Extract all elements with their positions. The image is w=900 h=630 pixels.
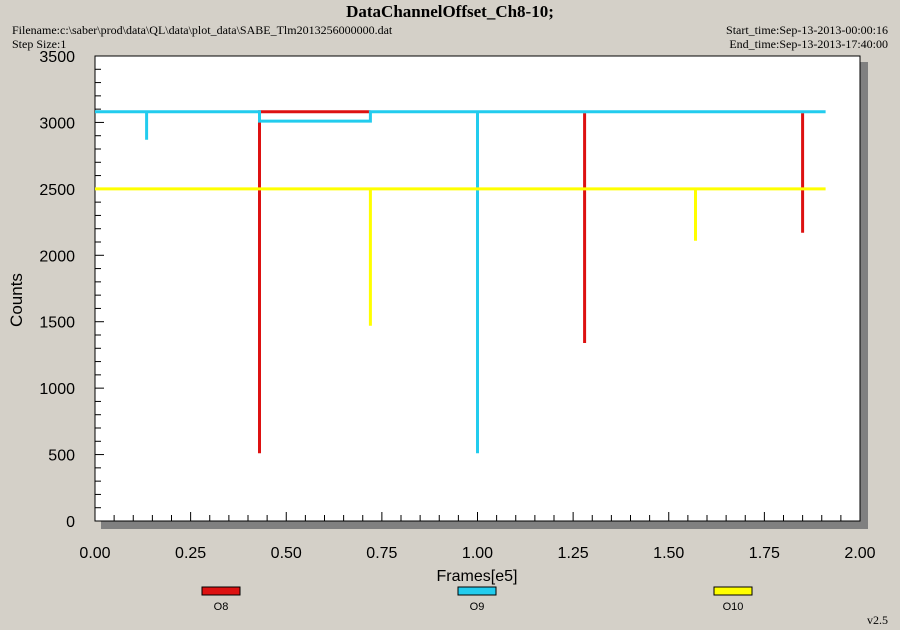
legend-swatch-o9 [457, 586, 497, 596]
y-tick-label: 500 [48, 448, 75, 465]
filename-label: Filename:c:\saber\prod\data\QL\data\plot… [12, 23, 393, 37]
x-axis-label: Frames[e5] [437, 568, 518, 585]
x-tick-label: 1.25 [558, 545, 589, 562]
legend-label-o10: O10 [723, 601, 744, 613]
end-time-label: End_time:Sep-13-2013-17:40:00 [729, 37, 888, 51]
x-tick-label: 0.75 [366, 545, 397, 562]
y-tick-label: 0 [66, 514, 75, 531]
series-line-o9 [95, 110, 826, 454]
y-tick-label: 3500 [39, 49, 75, 66]
y-tick-label: 2500 [39, 182, 75, 199]
x-tick-label: 1.50 [653, 545, 684, 562]
step-size-label: Step Size:1 [12, 37, 67, 51]
chart-title: DataChannelOffset_Ch8-10; [346, 2, 554, 21]
series-line-o8 [258, 110, 805, 454]
x-tick-label: 0.25 [175, 545, 206, 562]
series-line-o10 [95, 187, 826, 326]
y-tick-label: 2000 [39, 248, 75, 265]
x-tick-label: 0.00 [79, 545, 110, 562]
x-tick-label: 1.00 [462, 545, 493, 562]
legend-swatch-o8 [201, 586, 241, 596]
legend-label-o9: O9 [470, 601, 485, 613]
y-tick-label: 3000 [39, 115, 75, 132]
version-label: v2.5 [867, 613, 888, 627]
legend-label-o8: O8 [214, 601, 229, 613]
start-time-label: Start_time:Sep-13-2013-00:00:16 [726, 23, 888, 37]
x-tick-label: 0.50 [271, 545, 302, 562]
x-tick-label: 2.00 [844, 545, 875, 562]
x-tick-label: 1.75 [749, 545, 780, 562]
y-axis-label: Counts [7, 273, 26, 327]
y-tick-label: 1000 [39, 381, 75, 398]
y-tick-label: 1500 [39, 315, 75, 332]
legend-swatch-o10 [713, 586, 753, 596]
